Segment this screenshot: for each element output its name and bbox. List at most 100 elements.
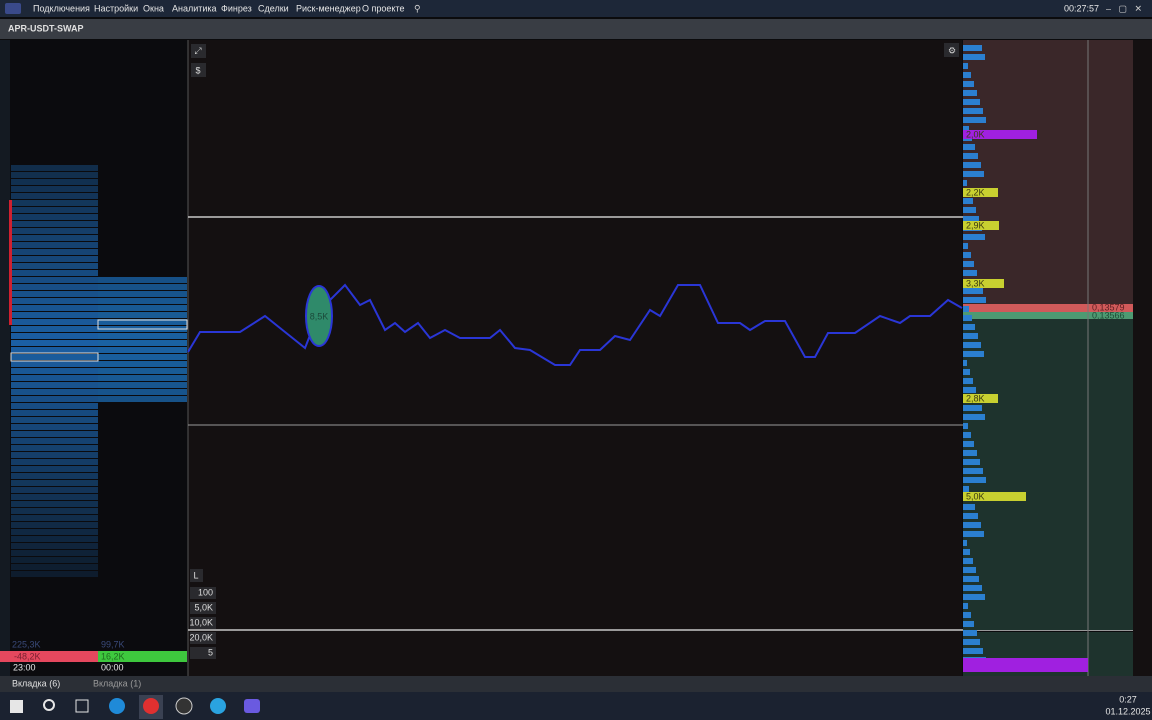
heat-cell: [11, 312, 98, 318]
book-bar: [963, 162, 981, 168]
volume-bar: [963, 188, 998, 197]
heat-cell: [11, 571, 98, 577]
book-bar: [963, 90, 977, 96]
heat-cell: [11, 396, 98, 402]
book-bar: [963, 558, 973, 564]
app-icon: [5, 3, 21, 14]
heat-cell: [11, 333, 98, 339]
book-bar: [963, 252, 971, 258]
heat-cell: [98, 333, 187, 339]
menu-item[interactable]: О проекте: [362, 3, 404, 13]
heat-cell: [11, 354, 98, 360]
heat-cell: [11, 564, 98, 570]
menu-item[interactable]: Настройки: [94, 3, 138, 13]
menu-item[interactable]: Риск-менеджер: [296, 3, 361, 13]
delta: -48,2K: [14, 651, 41, 661]
delta-marker: [9, 200, 12, 325]
menu-item[interactable]: Подключения: [33, 3, 90, 13]
browser-icon[interactable]: [143, 698, 159, 714]
taskbar-time: 0:27: [1119, 694, 1137, 704]
window-controls[interactable]: – ▢ ✕: [1106, 3, 1142, 13]
volume-bar: [963, 658, 1088, 672]
book-bar: [963, 477, 986, 483]
filter-button[interactable]: [190, 617, 216, 629]
price-line: [187, 283, 963, 366]
filter-button[interactable]: [190, 632, 216, 644]
heat-cell: [11, 480, 98, 486]
task-view[interactable]: [75, 699, 89, 713]
clock: 00:27:57: [1064, 3, 1099, 13]
heat-cell: [98, 284, 187, 290]
total: 225,3K: [12, 639, 41, 649]
heat-cell: [11, 452, 98, 458]
heat-cell: [11, 368, 98, 374]
book-bar: [963, 81, 974, 87]
heat-cell: [11, 305, 98, 311]
book-bar: [963, 153, 978, 159]
heat-cell: [98, 305, 187, 311]
heat-cell: [11, 459, 98, 465]
current-cell: [10, 352, 99, 362]
book-bar: [963, 261, 974, 267]
book-bar: [963, 108, 983, 114]
search-button[interactable]: [43, 699, 55, 711]
book-bar: [963, 315, 972, 321]
tab[interactable]: Вкладка (6): [12, 678, 60, 688]
book-bar: [963, 405, 982, 411]
heat-cell: [11, 361, 98, 367]
best-ask: [963, 304, 1152, 312]
dollar-button[interactable]: [191, 63, 206, 77]
settings-button[interactable]: [944, 43, 959, 57]
heat-cell: [11, 389, 98, 395]
volume-label: 2,0K: [966, 129, 985, 139]
book-bar: [963, 531, 984, 537]
tool-button[interactable]: [191, 44, 206, 58]
l-button[interactable]: [190, 569, 203, 582]
book-bar: [963, 180, 967, 186]
heat-cell: [11, 256, 98, 262]
menu-item[interactable]: Окна: [143, 3, 164, 13]
trade-bubble[interactable]: [305, 285, 333, 347]
tab[interactable]: Вкладка (1): [93, 678, 141, 688]
heat-cell: [11, 403, 98, 409]
filter-button[interactable]: [190, 602, 216, 614]
menu-item[interactable]: Сделки: [258, 3, 289, 13]
menu-icon[interactable]: ⚲: [414, 3, 421, 13]
filter-label: 20,0K: [189, 632, 213, 642]
menu-item[interactable]: Аналитика: [172, 3, 217, 13]
heat-cell: [11, 165, 98, 171]
heat-cell: [11, 515, 98, 521]
filter-button[interactable]: [190, 647, 216, 659]
book-bar: [963, 216, 979, 222]
menu-item[interactable]: Финрез: [221, 3, 252, 13]
book-bar: [963, 630, 977, 636]
heat-cell: [98, 389, 187, 395]
heat-cell: [11, 319, 98, 325]
book-bar: [963, 243, 968, 249]
app-icon[interactable]: [175, 697, 193, 715]
heat-cell: [98, 375, 187, 381]
heat-cell: [11, 424, 98, 430]
heat-cell: [11, 284, 98, 290]
terminal-icon[interactable]: [244, 699, 260, 713]
book-bar: [963, 603, 968, 609]
bids-area: [963, 318, 1152, 630]
bubble-label: 8,5K: [310, 311, 329, 321]
heat-cell: [98, 368, 187, 374]
heat-cell: [11, 242, 98, 248]
book-bar: [963, 504, 975, 510]
book-bar: [963, 126, 969, 132]
start-button[interactable]: [10, 700, 23, 713]
filter-button[interactable]: [190, 587, 216, 599]
heat-cell: [98, 396, 187, 402]
price-label: 0,13579: [1092, 302, 1125, 312]
heat-cell: [11, 487, 98, 493]
book-bar: [963, 351, 984, 357]
book-bar: [963, 297, 986, 303]
book-bar: [963, 117, 986, 123]
heat-cell: [98, 340, 187, 346]
filter-label: 10,0K: [189, 617, 213, 627]
heat-cell: [98, 347, 187, 353]
telegram-icon[interactable]: [210, 698, 226, 714]
edge-icon[interactable]: [109, 698, 125, 714]
